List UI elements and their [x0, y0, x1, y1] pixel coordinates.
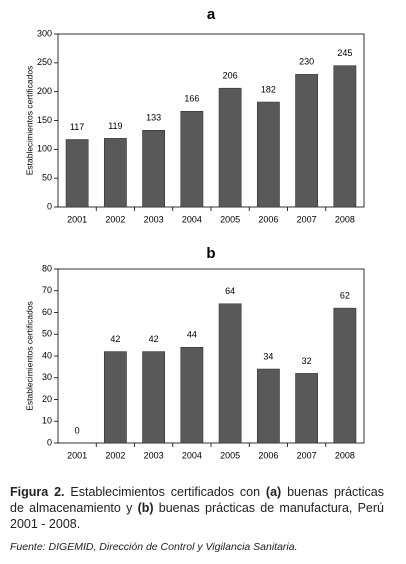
value-label: 117 [70, 122, 84, 132]
bar [103, 351, 127, 444]
y-tick-label: 50 [42, 329, 52, 339]
y-tick-label: 150 [37, 115, 52, 125]
chart-title: b [206, 245, 215, 262]
value-label: 42 [110, 334, 120, 344]
value-label: 32 [302, 356, 312, 366]
bar [103, 138, 127, 208]
source: Fuente: DIGEMID, Dirección de Control y … [10, 541, 298, 553]
y-tick-label: 60 [42, 307, 52, 317]
x-tick-label: 2006 [258, 450, 278, 460]
x-tick-label: 2003 [144, 450, 164, 460]
x-tick-label: 2003 [144, 214, 164, 224]
y-tick-label: 30 [42, 372, 52, 382]
y-tick-label: 250 [37, 57, 52, 67]
x-tick-label: 2008 [335, 214, 355, 224]
value-label: 245 [337, 48, 352, 58]
x-tick-label: 2007 [297, 214, 317, 224]
x-tick-label: 2007 [297, 450, 317, 460]
bar [295, 373, 319, 444]
caption-part: Establecimientos certificados con [64, 485, 266, 499]
y-tick-label: 100 [37, 144, 52, 154]
x-tick-label: 2002 [105, 450, 125, 460]
y-tick-label: 70 [42, 285, 52, 295]
y-tick-label: 300 [37, 28, 52, 38]
y-tick-label: 0 [47, 437, 52, 447]
bar [142, 351, 166, 444]
bar [65, 139, 89, 208]
bar [295, 74, 319, 208]
value-label: 230 [299, 57, 314, 67]
bar [256, 101, 280, 208]
value-label: 34 [263, 351, 273, 361]
value-label: 166 [184, 94, 199, 104]
value-label: 206 [223, 71, 238, 81]
y-axis-label: Establecimientos certificados [24, 301, 34, 411]
value-label: 44 [187, 330, 197, 340]
bar [180, 110, 204, 208]
value-label: 182 [261, 84, 276, 94]
y-tick-label: 200 [37, 86, 52, 96]
x-tick-label: 2001 [67, 450, 87, 460]
bar [256, 368, 280, 444]
x-tick-label: 2004 [182, 214, 202, 224]
x-tick-label: 2001 [67, 214, 87, 224]
y-tick-label: 50 [42, 173, 52, 183]
x-tick-label: 2002 [105, 214, 125, 224]
y-tick-label: 40 [42, 350, 52, 360]
caption-part: Figura 2. [10, 485, 65, 499]
y-tick-label: 0 [47, 201, 52, 211]
value-label: 62 [340, 291, 350, 301]
plot-frame [57, 268, 365, 444]
caption: Figura 2. Establecimientos certificados … [10, 484, 384, 532]
caption-part: buenas prácticas de manufactura, Perú 20… [10, 501, 385, 531]
bar [333, 65, 357, 208]
value-label: 119 [108, 121, 122, 131]
chart-title: a [207, 6, 216, 23]
caption-part: buenas prácticas de almacenamiento y [10, 485, 384, 515]
x-tick-label: 2004 [182, 450, 202, 460]
bar [142, 130, 166, 208]
bar [180, 346, 204, 444]
y-tick-label: 80 [42, 263, 52, 273]
caption-part: (b) [137, 501, 154, 515]
value-label: 133 [146, 113, 161, 123]
x-tick-label: 2006 [258, 214, 278, 224]
y-tick-label: 20 [42, 394, 52, 404]
x-tick-label: 2005 [220, 214, 240, 224]
x-tick-label: 2008 [335, 450, 355, 460]
value-label: 64 [225, 286, 235, 296]
value-label: 42 [149, 334, 159, 344]
bar [218, 303, 242, 444]
bar [333, 307, 357, 444]
y-tick-label: 10 [42, 416, 52, 426]
bar [218, 87, 242, 208]
x-tick-label: 2005 [220, 450, 240, 460]
value-label: 0 [75, 425, 80, 435]
caption-part: (a) [265, 485, 282, 499]
y-axis-label: Establecimientos certificados [24, 66, 34, 176]
plot-frame [57, 33, 365, 208]
